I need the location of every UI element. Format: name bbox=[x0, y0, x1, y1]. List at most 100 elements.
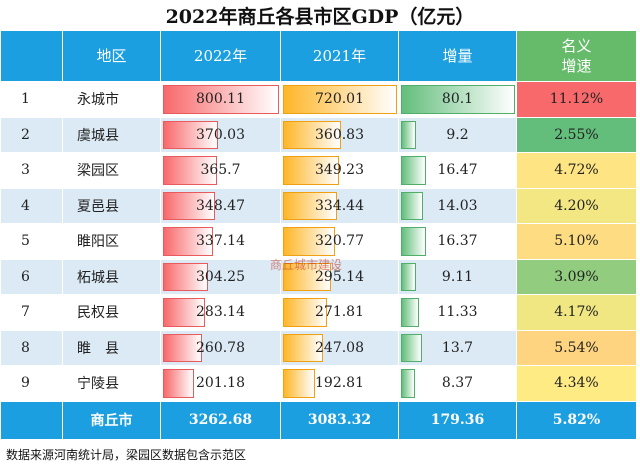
cell: 睢阳区 bbox=[62, 223, 161, 260]
cell: 360.83 bbox=[280, 116, 399, 153]
cell: 14.03 bbox=[398, 187, 517, 224]
cell: 梁园区 bbox=[62, 152, 161, 189]
total-cell: 3083.32 bbox=[280, 400, 399, 440]
gdp-table: 地区 2022年 2021年 增量 名义 增速 1 永城市 800.11 720.01 80.1… bbox=[0, 30, 637, 440]
data-bar bbox=[283, 369, 315, 398]
cell-text: 4.72% bbox=[554, 162, 599, 179]
header-cell: 地区 bbox=[62, 30, 161, 82]
cell-text: 349.23 bbox=[315, 162, 364, 179]
cell: 宁陵县 bbox=[62, 365, 161, 402]
cell: 800.11 bbox=[160, 81, 281, 118]
cell: 11.33 bbox=[398, 294, 517, 331]
cell: 永城市 bbox=[62, 81, 161, 118]
cell-text: 8 bbox=[21, 339, 30, 356]
header-cell: 名义 增速 bbox=[516, 30, 637, 82]
data-bar bbox=[401, 191, 423, 220]
data-row: 8 睢 县 260.78 247.08 13.7 5.54% bbox=[0, 329, 637, 366]
cell: 337.14 bbox=[160, 223, 281, 260]
cell: 720.01 bbox=[280, 81, 399, 118]
data-bar bbox=[283, 262, 331, 291]
cell: 16.37 bbox=[398, 223, 517, 260]
cell-text: 304.25 bbox=[196, 268, 245, 285]
cell: 虞城县 bbox=[62, 116, 161, 153]
cell: 夏邑县 bbox=[62, 187, 161, 224]
cell-text: 睢阳区 bbox=[77, 234, 119, 251]
cell: 365.7 bbox=[160, 152, 281, 189]
data-row: 3 梁园区 365.7 349.23 16.47 4.72% bbox=[0, 152, 637, 189]
header-cell: 2021年 bbox=[280, 30, 399, 82]
cell: 349.23 bbox=[280, 152, 399, 189]
cell-text: 800.11 bbox=[196, 91, 245, 108]
cell: 睢 县 bbox=[62, 329, 161, 366]
cell: 304.25 bbox=[160, 258, 281, 295]
data-bar bbox=[401, 120, 416, 149]
cell-text: 睢 县 bbox=[77, 340, 119, 357]
cell: 柘城县 bbox=[62, 258, 161, 295]
data-row: 7 民权县 283.14 271.81 11.33 4.17% bbox=[0, 294, 637, 331]
cell-text: 9.11 bbox=[441, 268, 474, 285]
total-cell: 商丘市 bbox=[62, 400, 161, 440]
total-cell: 179.36 bbox=[398, 400, 517, 440]
cell-text: 梁园区 bbox=[77, 163, 119, 180]
cell: 5.54% bbox=[516, 329, 637, 366]
cell-text: 5.10% bbox=[554, 233, 599, 250]
cell-text: 4 bbox=[21, 197, 30, 214]
cell-text: 柘城县 bbox=[77, 269, 119, 286]
cell-text: 201.18 bbox=[196, 375, 245, 392]
header-row: 地区 2022年 2021年 增量 名义 增速 bbox=[0, 30, 637, 82]
data-bar bbox=[163, 262, 209, 291]
data-row: 5 睢阳区 337.14 320.77 16.37 5.10% bbox=[0, 223, 637, 260]
cell: 295.14 bbox=[280, 258, 399, 295]
data-bar bbox=[401, 369, 415, 398]
cell: 348.47 bbox=[160, 187, 281, 224]
data-row: 9 宁陵县 201.18 192.81 8.37 4.34% bbox=[0, 365, 637, 402]
cell-text: 334.44 bbox=[315, 197, 364, 214]
data-bar bbox=[401, 333, 423, 362]
cell-text: 192.81 bbox=[315, 375, 364, 392]
data-bar bbox=[163, 298, 206, 327]
cell: 320.77 bbox=[280, 223, 399, 260]
data-bar bbox=[401, 262, 416, 291]
data-bar bbox=[163, 191, 215, 220]
cell: 2 bbox=[0, 116, 63, 153]
cell-text: 11.33 bbox=[437, 304, 478, 321]
cell-text: 337.14 bbox=[196, 233, 245, 250]
cell: 5.10% bbox=[516, 223, 637, 260]
cell-text: 4.34% bbox=[554, 375, 599, 392]
cell-text: 320.77 bbox=[315, 233, 364, 250]
cell-text: 3.09% bbox=[554, 268, 599, 285]
cell-text: 2.55% bbox=[554, 126, 599, 143]
cell-text: 14.03 bbox=[437, 197, 478, 214]
data-bar bbox=[401, 298, 419, 327]
header-cell: 2022年 bbox=[160, 30, 281, 82]
cell: 247.08 bbox=[280, 329, 399, 366]
cell-text: 360.83 bbox=[315, 126, 364, 143]
cell-text: 2 bbox=[21, 126, 30, 143]
cell-text: 13.7 bbox=[441, 339, 474, 356]
data-bar bbox=[163, 156, 218, 185]
cell-text: 16.47 bbox=[437, 162, 478, 179]
cell-text: 348.47 bbox=[196, 197, 245, 214]
cell-text: 4.17% bbox=[554, 304, 599, 321]
cell: 4 bbox=[0, 187, 63, 224]
cell-text: 永城市 bbox=[77, 92, 119, 109]
data-bar bbox=[283, 227, 335, 256]
data-bar bbox=[163, 369, 194, 398]
data-bar bbox=[283, 156, 340, 185]
cell-text: 1 bbox=[21, 91, 30, 108]
cell: 283.14 bbox=[160, 294, 281, 331]
cell-text: 283.14 bbox=[196, 304, 245, 321]
data-bar bbox=[163, 227, 214, 256]
cell: 7 bbox=[0, 294, 63, 331]
cell-text: 11.12% bbox=[549, 91, 604, 108]
footnote: 数据来源河南统计局，梁园区数据包含示范区 bbox=[6, 448, 247, 462]
cell-text: 6 bbox=[21, 268, 30, 285]
cell: 13.7 bbox=[398, 329, 517, 366]
data-row: 2 虞城县 370.03 360.83 9.2 2.55% bbox=[0, 116, 637, 153]
total-cell: 3262.68 bbox=[160, 400, 281, 440]
cell: 11.12% bbox=[516, 81, 637, 118]
data-bar bbox=[283, 298, 328, 327]
cell: 1 bbox=[0, 81, 63, 118]
cell: 民权县 bbox=[62, 294, 161, 331]
data-bar bbox=[163, 85, 279, 114]
